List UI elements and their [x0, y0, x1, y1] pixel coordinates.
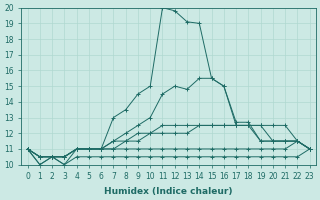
X-axis label: Humidex (Indice chaleur): Humidex (Indice chaleur): [104, 187, 233, 196]
